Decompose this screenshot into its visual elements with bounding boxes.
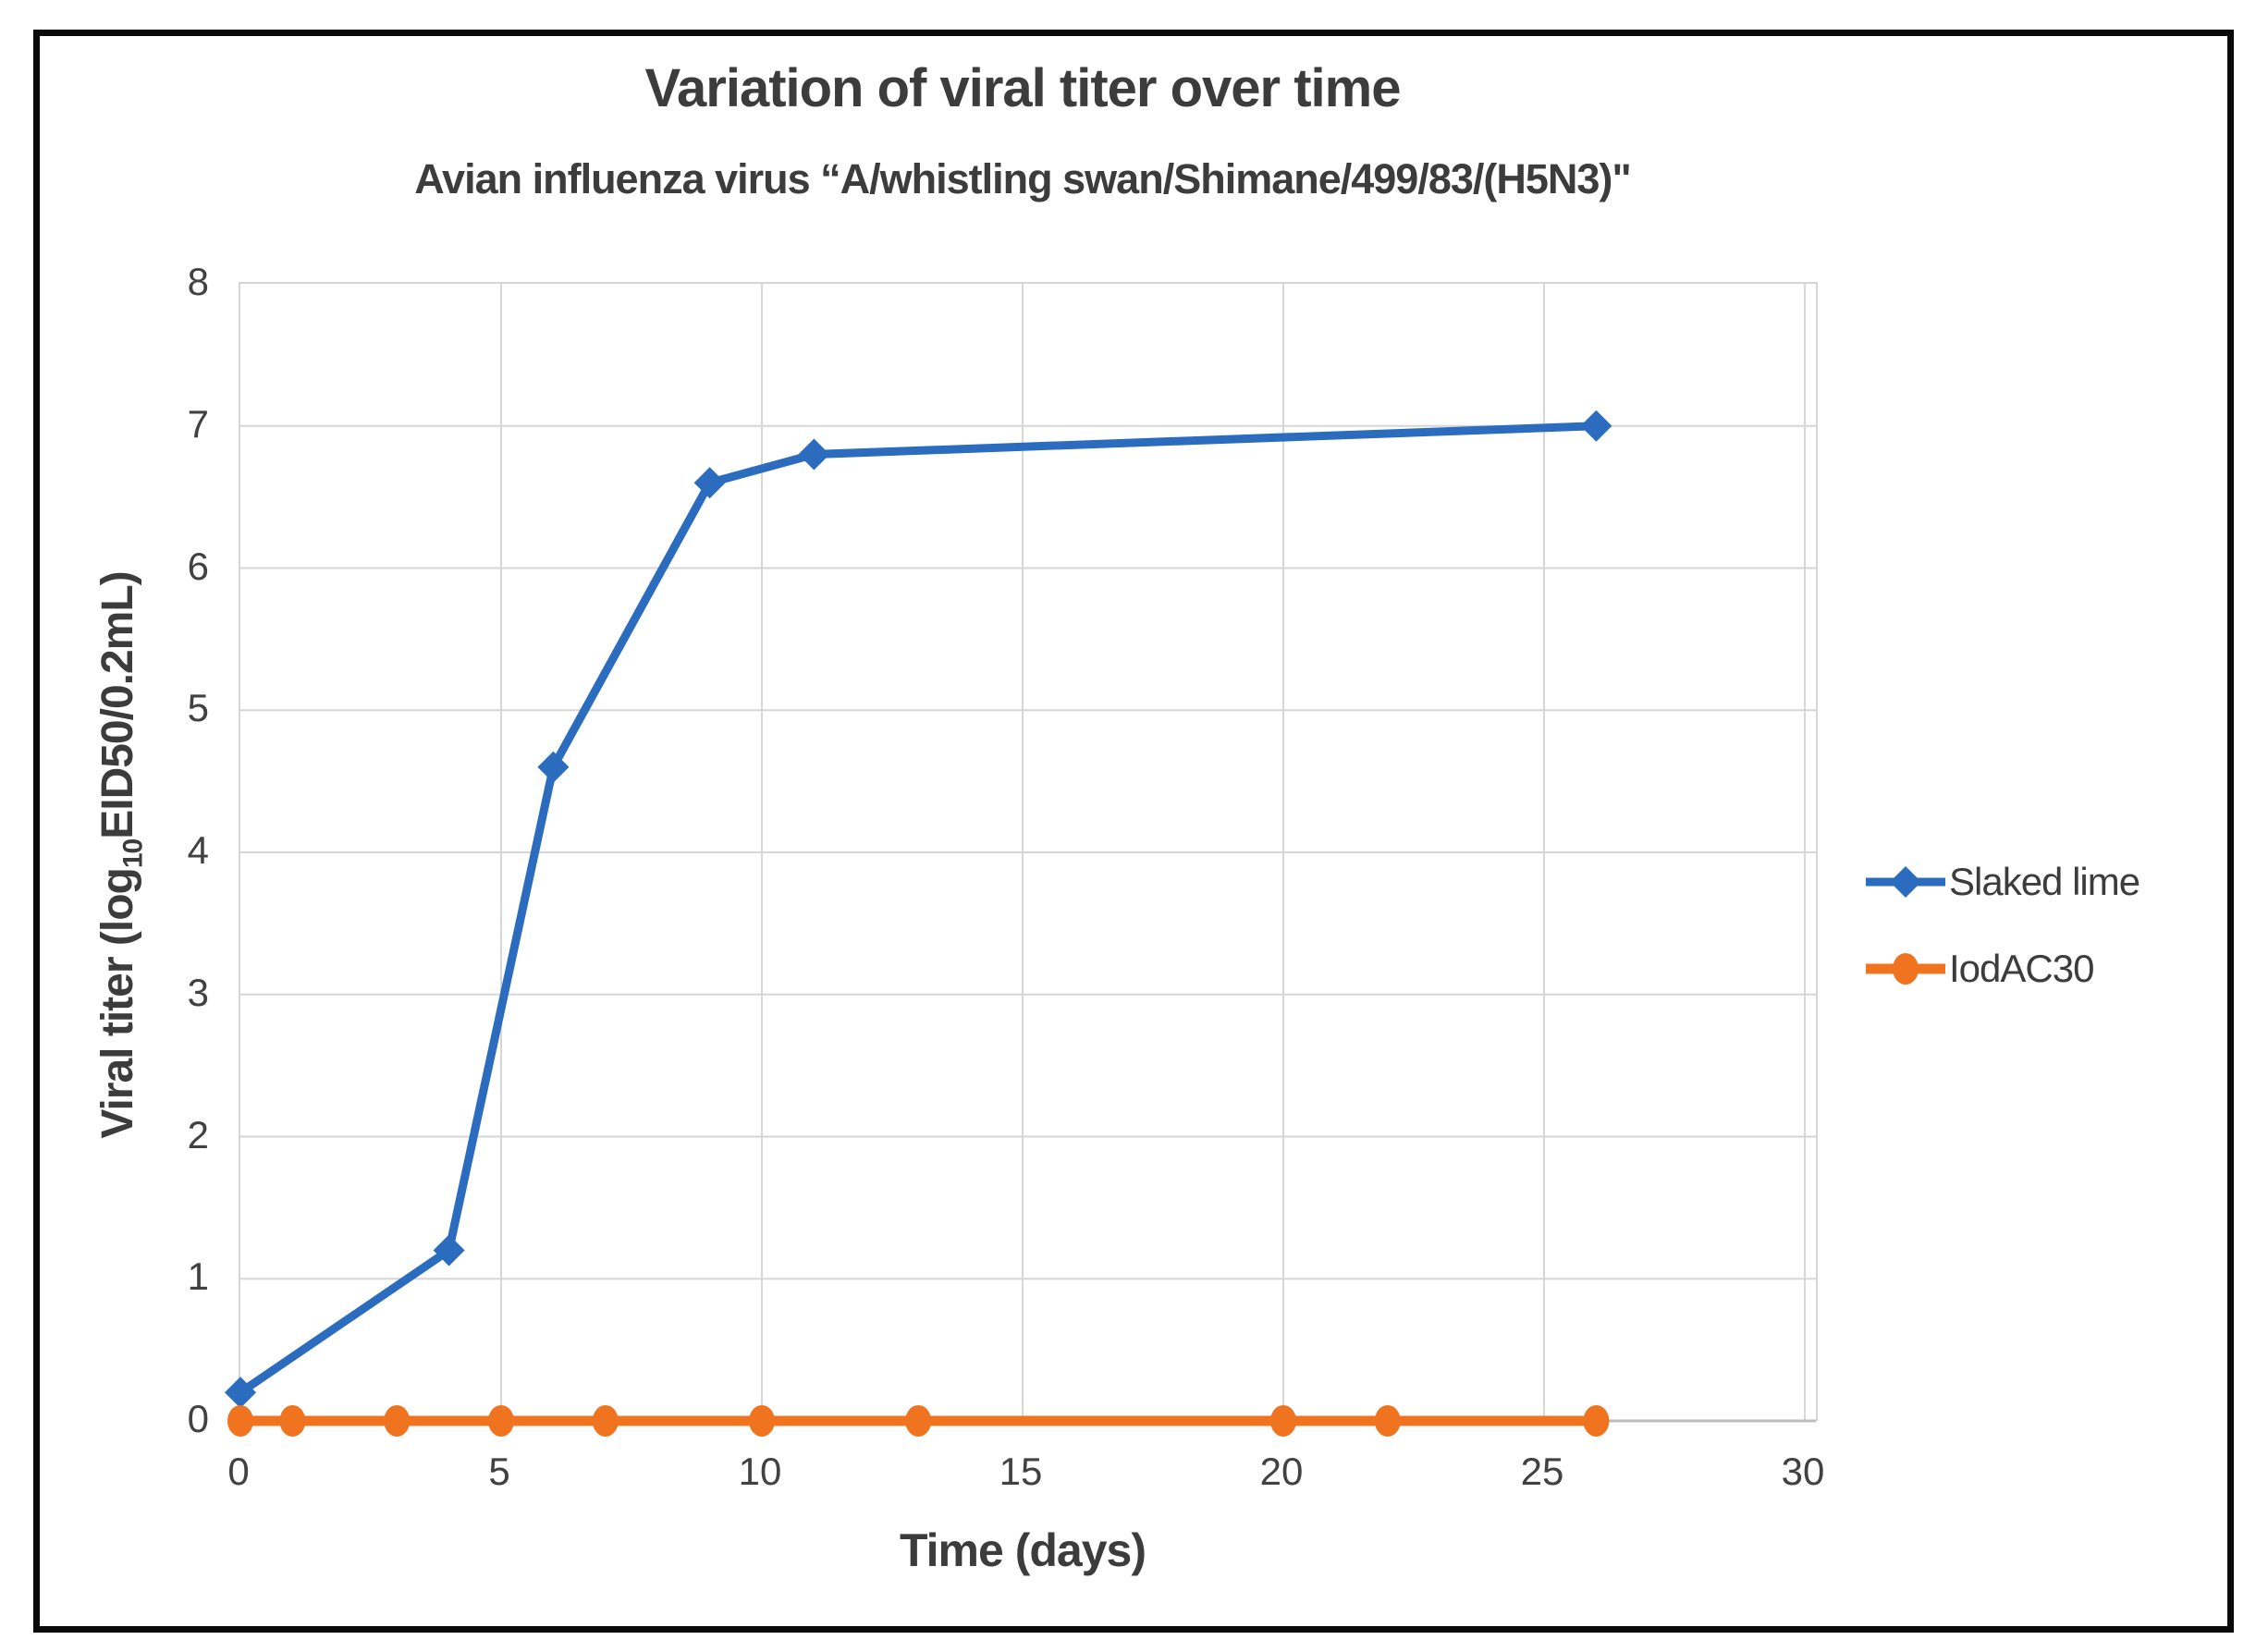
diamond-legend-marker-icon	[1866, 866, 1945, 898]
x-tick-label: 25	[1520, 1450, 1564, 1493]
circle-marker	[749, 1405, 775, 1437]
x-tick-label: 0	[227, 1450, 250, 1493]
diamond-marker	[1580, 410, 1612, 442]
circle-marker	[279, 1405, 306, 1437]
legend-item-iodac30: IodAC30	[1866, 947, 2140, 991]
circle-marker	[905, 1405, 932, 1437]
y-tick-label: 3	[187, 970, 209, 1014]
circle-marker	[592, 1405, 619, 1437]
circle-marker	[488, 1405, 514, 1437]
circle-marker	[227, 1405, 253, 1437]
plot-area	[225, 282, 1818, 1437]
legend: Slaked lime IodAC30	[1866, 860, 2140, 991]
chart-title: Variation of viral titer over time	[644, 58, 1402, 118]
x-tick-label: 10	[738, 1450, 782, 1493]
series-line-slaked-lime	[238, 422, 1597, 1396]
x-tick-label: 15	[999, 1450, 1043, 1493]
y-tick-label: 4	[187, 828, 209, 872]
circle-marker	[1583, 1405, 1610, 1437]
chart-subtitle: Avian influenza virus “A/whistling swan/…	[414, 155, 1632, 202]
x-tick-label: 30	[1781, 1450, 1825, 1493]
diamond-marker	[693, 467, 726, 499]
y-tick-label: 8	[187, 260, 209, 303]
diamond-marker	[433, 1234, 465, 1267]
y-tick-label: 1	[187, 1254, 209, 1299]
figure-border	[33, 30, 2234, 1633]
circle-marker	[1270, 1405, 1296, 1437]
x-axis-title: Time (days)	[900, 1524, 1146, 1576]
x-tick-label: 5	[488, 1450, 510, 1493]
legend-item-slaked-lime: Slaked lime	[1866, 860, 2140, 904]
chart-canvas	[225, 284, 1816, 1437]
circle-marker	[384, 1405, 411, 1437]
y-tick-label: 0	[187, 1397, 209, 1440]
diamond-marker	[1890, 866, 1921, 898]
circle-legend-marker-icon	[1866, 953, 1945, 985]
y-tick-label: 7	[187, 401, 209, 446]
y-tick-label: 6	[187, 544, 209, 588]
diamond-marker	[225, 1377, 256, 1409]
y-tick-label: 2	[187, 1112, 209, 1156]
diamond-marker	[537, 751, 570, 783]
x-tick-label: 20	[1259, 1450, 1304, 1493]
diamond-marker	[798, 438, 830, 471]
circle-marker	[1893, 953, 1919, 985]
legend-label-iodac30: IodAC30	[1949, 947, 2094, 990]
circle-marker	[1374, 1405, 1401, 1437]
legend-label-slaked-lime: Slaked lime	[1949, 860, 2140, 903]
y-tick-label: 5	[187, 686, 209, 730]
